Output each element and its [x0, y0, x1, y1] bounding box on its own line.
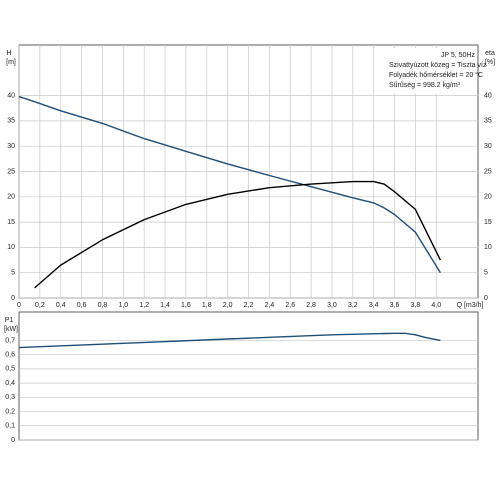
x-tick-label: 3,8	[411, 302, 421, 309]
y-axis-label: H	[6, 50, 11, 57]
y-tick-label: 5	[11, 270, 15, 277]
plot-frame	[18, 311, 479, 441]
y2-tick-label: 0	[484, 295, 488, 302]
y2-axis-label: eta	[485, 50, 495, 57]
y-tick-label: 0,4	[5, 380, 15, 387]
x-tick-label: 0,2	[35, 302, 45, 309]
x-tick-label: 0	[17, 302, 21, 309]
y2-tick-label: 25	[484, 168, 492, 175]
y-tick-label: 0	[11, 437, 15, 444]
x-tick-label: 1,4	[160, 302, 170, 309]
y2-tick-label: 40	[484, 92, 492, 99]
y2-tick-label: 5	[484, 270, 488, 277]
y2-tick-label: 20	[484, 194, 492, 201]
x-tick-label: 1,8	[202, 302, 212, 309]
x-tick-label: 2,0	[223, 302, 233, 309]
annotation: Folyadék hőmérséklet = 20 °C	[389, 71, 483, 79]
y2-axis-unit: [%]	[485, 59, 495, 66]
y2-tick-label: 30	[484, 143, 492, 150]
x-tick-label: 0,6	[77, 302, 87, 309]
x-tick-label: 2,8	[306, 302, 316, 309]
x-tick-label: 0,8	[98, 302, 108, 309]
y-tick-label: 0	[11, 295, 15, 302]
y-tick-label: 15	[7, 219, 15, 226]
y-tick-label: 0,7	[5, 337, 15, 344]
annotation: Szivattyúzott közeg = Tiszta víz	[389, 62, 487, 69]
y-tick-label: 0,3	[5, 394, 15, 401]
y-tick-label: 25	[7, 168, 15, 175]
x-tick-label: 1,0	[118, 302, 128, 309]
y2-tick-label: 35	[484, 118, 492, 125]
curve	[18, 95, 441, 274]
y-tick-label: 30	[7, 143, 15, 150]
y-tick-label: 0,6	[5, 352, 15, 359]
y-axis-unit: [kW]	[4, 326, 18, 333]
y-tick-label: 40	[7, 92, 15, 99]
x-tick-label: 3,4	[369, 302, 379, 309]
x-tick-label: 3,2	[348, 302, 358, 309]
annotation: Sűrűség = 998.2 kg/m³	[389, 82, 461, 89]
y-tick-label: 0,5	[5, 366, 15, 373]
y2-tick-label: 15	[484, 219, 492, 226]
annotation: JP 5, 50Hz	[441, 52, 476, 59]
y-tick-label: 0,1	[5, 423, 15, 430]
x-tick-label: 2,2	[244, 302, 254, 309]
y-axis-label: P1	[5, 317, 14, 324]
y-axis-unit: [m]	[6, 59, 16, 66]
x-axis-label: Q [m3/h]	[457, 302, 484, 309]
y-tick-label: 20	[7, 194, 15, 201]
x-tick-label: 4,0	[431, 302, 441, 309]
y-tick-label: 10	[7, 244, 15, 251]
x-tick-label: 1,2	[139, 302, 149, 309]
x-tick-label: 1,6	[181, 302, 191, 309]
annotation-box	[386, 48, 476, 94]
y-tick-label: 35	[7, 118, 15, 125]
y-tick-label: 0,2	[5, 408, 15, 415]
x-tick-label: 3,6	[390, 302, 400, 309]
curve	[18, 332, 441, 349]
y2-tick-label: 10	[484, 244, 492, 251]
x-tick-label: 2,6	[285, 302, 295, 309]
x-tick-label: 3,0	[327, 302, 337, 309]
x-tick-label: 2,4	[264, 302, 274, 309]
x-tick-label: 0,4	[56, 302, 66, 309]
curve	[34, 180, 442, 289]
